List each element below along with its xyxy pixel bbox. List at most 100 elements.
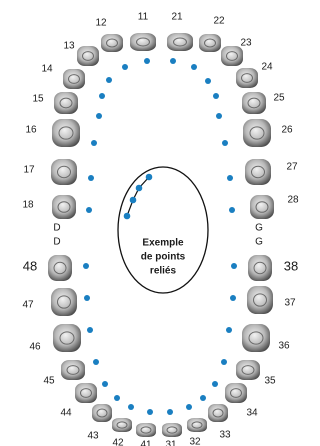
dot (136, 185, 143, 192)
tooth (221, 46, 243, 66)
dot (99, 93, 105, 99)
tooth (52, 195, 76, 219)
tooth (48, 255, 72, 281)
dots (83, 58, 237, 415)
tooth-label: 42 (112, 438, 124, 446)
tooth (243, 119, 271, 147)
tooth-label: 36 (278, 341, 290, 352)
tooth-label: 35 (264, 376, 276, 387)
tooth (136, 423, 156, 437)
tooth-label: 24 (261, 62, 273, 73)
dot (186, 404, 192, 410)
tooth (63, 69, 85, 89)
tooth (61, 360, 85, 380)
dot (167, 409, 173, 415)
tooth (162, 423, 182, 437)
tooth (53, 324, 81, 352)
dot (212, 381, 218, 387)
dot (222, 140, 228, 146)
dot (170, 58, 176, 64)
page: {"teeth": ["11","21","12","22","13","23"… (0, 0, 309, 446)
dot (91, 140, 97, 146)
dot (130, 197, 137, 204)
dot (84, 295, 90, 301)
tooth (199, 34, 221, 52)
tooth-label: 28 (287, 195, 299, 206)
tooth (112, 418, 132, 432)
tooth-label: 21 (171, 12, 183, 23)
tooth-label: 15 (32, 94, 44, 105)
tooth-label: 43 (87, 431, 99, 442)
dot (205, 78, 211, 84)
tooth (101, 34, 123, 52)
side-label: D (53, 223, 60, 234)
tooth-label: 27 (286, 162, 298, 173)
dot (128, 404, 134, 410)
dot (191, 64, 197, 70)
tooth-label: 16 (25, 125, 37, 136)
dot (229, 207, 235, 213)
tooth (236, 68, 258, 88)
dot (200, 395, 206, 401)
tooth (236, 360, 260, 380)
tooth-label: 38 (284, 258, 298, 273)
dot (216, 113, 222, 119)
dot (146, 174, 153, 181)
dot (114, 395, 120, 401)
dot (144, 58, 150, 64)
tooth-label: 31 (165, 440, 177, 446)
tooth-label: 44 (60, 408, 72, 419)
tooth-label: 25 (273, 93, 285, 104)
dot (83, 263, 89, 269)
tooth-label: 12 (95, 18, 107, 29)
tooth-label: 11 (138, 12, 149, 23)
tooth (130, 33, 156, 51)
tooth (54, 92, 78, 114)
tooth (75, 383, 97, 403)
tooth-label: 23 (240, 38, 252, 49)
tooth-label: 22 (213, 16, 225, 27)
dot (88, 175, 94, 181)
side-label: G (255, 223, 263, 234)
dot (147, 409, 153, 415)
dot (93, 359, 99, 365)
example-text: reliés (150, 266, 177, 277)
dot (227, 175, 233, 181)
tooth (225, 383, 247, 403)
tooth (92, 404, 112, 422)
dot (230, 295, 236, 301)
tooth (77, 46, 99, 66)
tooth-label: 14 (41, 64, 53, 75)
tooth (52, 119, 80, 147)
tooth-label: 33 (219, 430, 231, 441)
tooth-label: 41 (140, 440, 152, 446)
tooth-label: 26 (281, 125, 293, 136)
tooth (51, 288, 77, 316)
tooth (248, 255, 272, 281)
tooth (247, 286, 273, 314)
tooth-label: 46 (29, 342, 41, 353)
dot (221, 359, 227, 365)
dot (102, 381, 108, 387)
tooth (245, 159, 271, 185)
tooth-label: 18 (22, 200, 34, 211)
tooth-label: 34 (246, 408, 258, 419)
side-label: D (53, 237, 60, 248)
tooth-label: 13 (63, 41, 75, 52)
dot (226, 327, 232, 333)
example-line (127, 177, 149, 216)
tooth-label: 17 (23, 165, 35, 176)
tooth-label: 47 (22, 300, 34, 311)
example-text: de points (141, 252, 186, 263)
tooth (187, 418, 207, 432)
tooth (250, 195, 274, 219)
tooth (167, 33, 193, 51)
tooth (242, 324, 270, 352)
tooth-label: 37 (284, 298, 296, 309)
dot (86, 207, 92, 213)
tooth-label: 48 (23, 258, 37, 273)
dot (124, 213, 131, 220)
tooth (208, 404, 228, 422)
dot (231, 263, 237, 269)
tooth (242, 92, 266, 114)
